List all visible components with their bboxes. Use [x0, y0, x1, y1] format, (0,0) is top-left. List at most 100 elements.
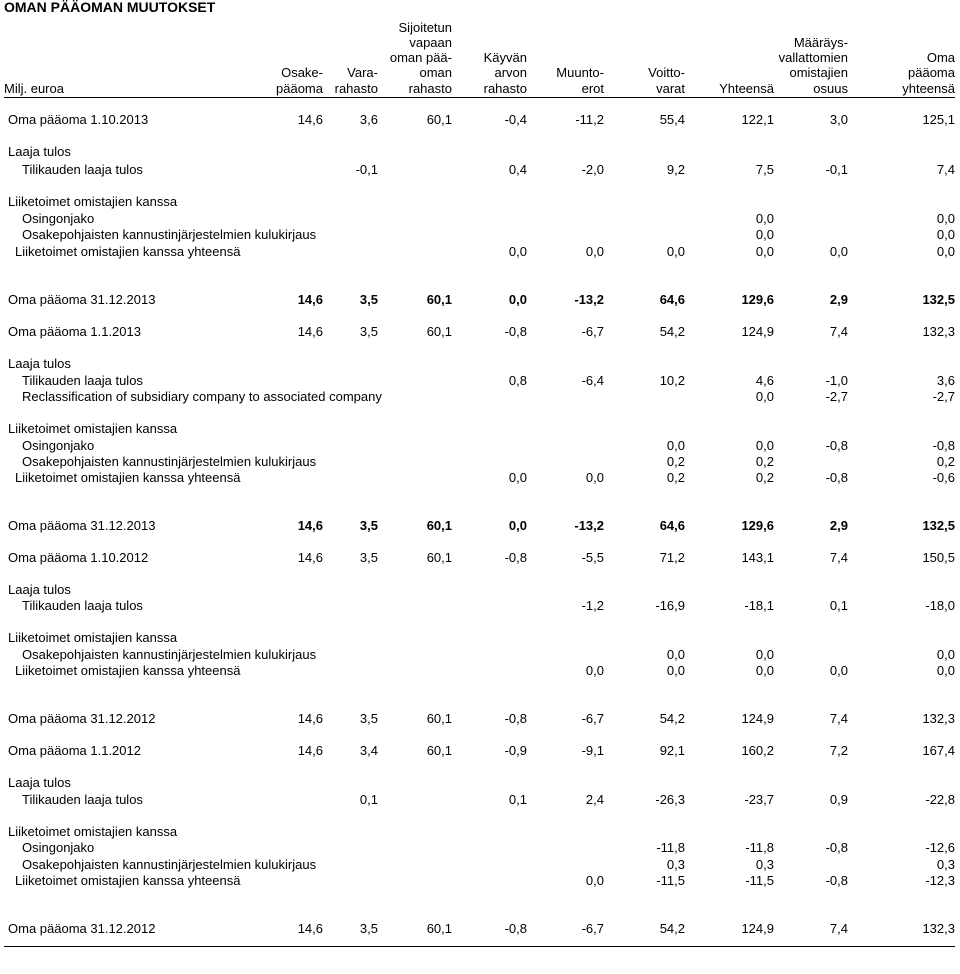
cell-osake: 14,6 [297, 711, 323, 726]
cell-oma: 0,0 [936, 244, 955, 259]
row-label: Laaja tulos [8, 775, 71, 790]
row-label: Oma pääoma 1.10.2013 [8, 112, 149, 127]
row-label: Oma pääoma 31.12.2013 [8, 292, 156, 307]
cell-voitto: -11,8 [656, 840, 685, 855]
cell-voitto: 92,1 [659, 743, 685, 758]
column-header-oma-line-0: Oma [926, 50, 955, 66]
cell-kayvan: 0,4 [508, 162, 527, 177]
cell-voitto: -11,5 [656, 873, 685, 888]
cell-muunto: -9,1 [581, 743, 604, 758]
cell-oma: -0,6 [932, 470, 955, 485]
cell-kayvan: -0,8 [504, 921, 527, 936]
cell-maar: 7,4 [829, 550, 848, 565]
column-header-svop-line-4: rahasto [408, 80, 452, 96]
cell-oma: 150,5 [922, 550, 955, 565]
row-label: Osakepohjaisten kannustinjärjestelmien k… [22, 454, 317, 469]
cell-yhteensa: 0,0 [755, 244, 774, 259]
cell-yhteensa: 160,2 [741, 743, 774, 758]
cell-yhteensa: -11,8 [745, 840, 774, 855]
cell-maar: -2,7 [825, 389, 848, 404]
cell-svop: 60,1 [426, 550, 452, 565]
cell-muunto: -11,2 [575, 112, 604, 127]
row-label: Laaja tulos [8, 144, 71, 159]
cell-voitto: 71,2 [659, 550, 685, 565]
cell-oma: 0,0 [936, 663, 955, 678]
cell-muunto: -5,5 [581, 550, 604, 565]
cell-yhteensa: 4,6 [755, 373, 774, 388]
row-label: Tilikauden laaja tulos [22, 598, 143, 613]
cell-yhteensa: 0,0 [755, 647, 774, 662]
cell-oma: -18,0 [925, 598, 955, 613]
row-label: Liiketoimet omistajien kanssa yhteensä [15, 873, 241, 888]
cell-yhteensa: 0,2 [755, 470, 774, 485]
row-label: Laaja tulos [8, 582, 71, 597]
cell-maar: 3,0 [829, 112, 848, 127]
cell-oma: 3,6 [936, 373, 955, 388]
cell-maar: 0,0 [829, 663, 848, 678]
cell-yhteensa: 0,0 [755, 211, 774, 226]
cell-osake: 14,6 [297, 324, 323, 339]
column-header-kayvan-line-1: arvon [494, 65, 527, 81]
cell-oma: -2,7 [932, 389, 955, 404]
column-header-voitto-line-1: varat [656, 80, 685, 96]
cell-svop: 60,1 [426, 743, 452, 758]
cell-kayvan: 0,1 [508, 792, 527, 807]
cell-voitto: -16,9 [655, 598, 685, 613]
column-header-svop-line-2: oman pää- [389, 50, 452, 66]
column-header-kayvan-line-0: Käyvän [483, 50, 527, 66]
cell-muunto: 0,0 [585, 663, 604, 678]
cell-osake: 14,6 [297, 921, 323, 936]
cell-oma: 125,1 [922, 112, 955, 127]
cell-yhteensa: 143,1 [741, 550, 774, 565]
cell-osake: 14,6 [297, 112, 323, 127]
cell-oma: 132,5 [922, 518, 955, 533]
cell-voitto: 54,2 [659, 921, 685, 936]
cell-muunto: 0,0 [585, 470, 604, 485]
cell-yhteensa: 129,6 [741, 518, 774, 533]
cell-voitto: 64,6 [659, 292, 685, 307]
cell-vara: 3,5 [359, 921, 378, 936]
column-header-kayvan-line-2: rahasto [483, 80, 527, 96]
cell-oma: -0,8 [932, 438, 955, 453]
cell-oma: -12,6 [925, 840, 955, 855]
cell-osake: 14,6 [297, 743, 323, 758]
cell-kayvan: -0,8 [504, 324, 527, 339]
cell-voitto: 0,2 [666, 454, 685, 469]
row-label: Oma pääoma 31.12.2012 [8, 921, 156, 936]
cell-maar: -0,8 [825, 470, 848, 485]
cell-svop: 60,1 [426, 921, 452, 936]
cell-maar: -0,8 [825, 873, 848, 888]
cell-oma: -22,8 [925, 792, 955, 807]
cell-vara: 3,6 [359, 112, 378, 127]
column-header-osake-line-0: Osake- [281, 65, 323, 81]
cell-yhteensa: 0,0 [755, 389, 774, 404]
cell-svop: 60,1 [426, 112, 452, 127]
column-header-vara-line-0: Vara- [347, 65, 378, 81]
cell-osake: 14,6 [297, 550, 323, 565]
row-label: Liiketoimet omistajien kanssa yhteensä [15, 663, 241, 678]
cell-yhteensa: -18,1 [744, 598, 774, 613]
cell-oma: 167,4 [922, 743, 955, 758]
cell-muunto: -2,0 [581, 162, 604, 177]
cell-muunto: -6,7 [581, 921, 604, 936]
cell-muunto: -6,4 [581, 373, 604, 388]
cell-voitto: 55,4 [659, 112, 685, 127]
cell-voitto: 54,2 [659, 711, 685, 726]
column-header-svop-line-0: Sijoitetun [398, 19, 452, 35]
cell-yhteensa: 0,3 [755, 857, 774, 872]
cell-vara: 3,4 [359, 743, 378, 758]
cell-yhteensa: 0,0 [755, 663, 774, 678]
cell-oma: 0,0 [936, 227, 955, 242]
row-label: Osakepohjaisten kannustinjärjestelmien k… [22, 647, 317, 662]
row-label: Reclassification of subsidiary company t… [22, 389, 382, 404]
row-label: Osakepohjaisten kannustinjärjestelmien k… [22, 857, 317, 872]
cell-muunto: -13,2 [574, 518, 604, 533]
column-header-maar-line-0: Määräys- [793, 34, 848, 50]
cell-yhteensa: 124,9 [741, 324, 774, 339]
cell-oma: 0,0 [936, 211, 955, 226]
row-label: Liiketoimet omistajien kanssa [8, 824, 178, 839]
cell-maar: 2,9 [829, 292, 848, 307]
row-label: Osingonjako [22, 438, 95, 453]
cell-svop: 60,1 [426, 711, 452, 726]
cell-voitto: 0,2 [666, 470, 685, 485]
